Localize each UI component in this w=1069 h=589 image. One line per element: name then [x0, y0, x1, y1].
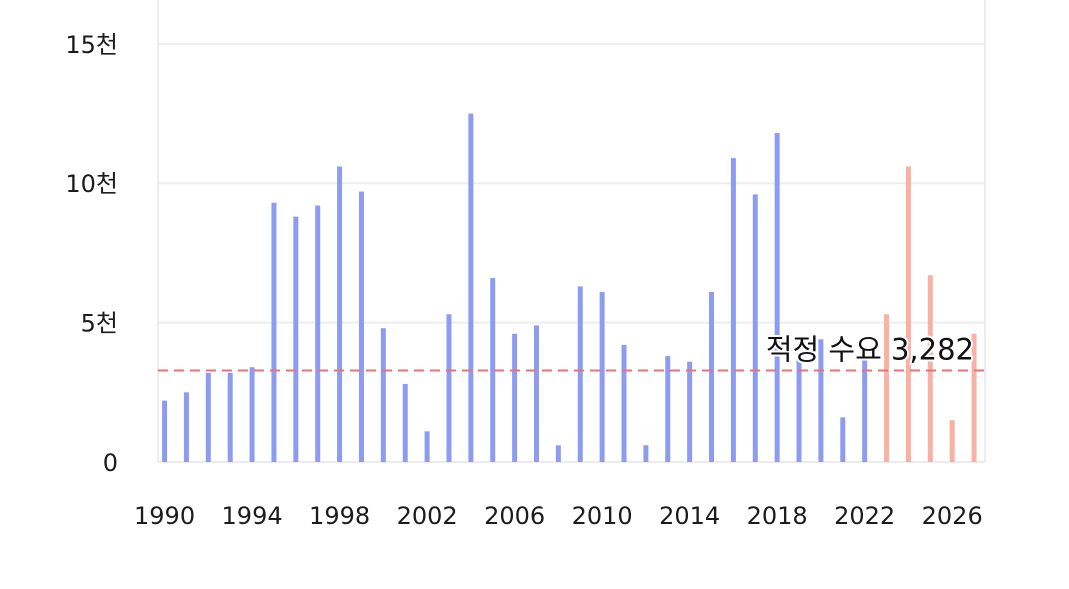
bar-1990 [162, 400, 168, 462]
bar-2020 [818, 339, 824, 462]
reference-line-group: 적정 수요 3,282 [158, 331, 985, 372]
bar-2022 [862, 356, 868, 462]
bar-2017 [752, 194, 758, 463]
x-axis-ticks: 1990 1994 1998 2002 2006 2010 2014 2018 2022 2026 [134, 502, 983, 530]
bar-2014 [687, 361, 693, 462]
bar-1996 [293, 216, 299, 462]
gridlines [158, 42, 985, 324]
y-tick-label: 15천 [65, 31, 118, 59]
bar-2005 [490, 278, 496, 462]
bar-2021 [840, 417, 846, 462]
bar-1998 [337, 166, 343, 463]
x-tick-label: 1994 [222, 502, 283, 530]
bar-2015 [709, 291, 715, 462]
bar-2019 [796, 358, 802, 462]
bar-2011 [621, 344, 627, 462]
bar-1992 [205, 372, 211, 462]
bar-2012 [643, 445, 649, 462]
bar-2023 [884, 314, 890, 462]
bar-2002 [424, 431, 430, 462]
bar-2016 [730, 158, 736, 462]
bar-1997 [315, 205, 321, 462]
x-tick-label: 2014 [659, 502, 720, 530]
bar-2027 [971, 333, 977, 462]
bar-1993 [227, 372, 233, 462]
bar-2001 [402, 383, 408, 462]
bar-2008 [555, 445, 561, 462]
y-tick-label: 0 [103, 449, 118, 477]
y-axis-ticks: 0 5천 10천 15천 [65, 31, 118, 477]
bars [162, 113, 977, 463]
bar-2009 [577, 286, 583, 462]
bar-2024 [905, 166, 911, 463]
bar-2003 [446, 314, 452, 462]
plot-frame [157, 0, 986, 463]
bar-1991 [183, 392, 189, 462]
x-tick-label: 2026 [922, 502, 983, 530]
x-tick-label: 2010 [572, 502, 633, 530]
bar-1999 [358, 191, 364, 462]
x-tick-label: 2006 [484, 502, 545, 530]
x-tick-label: 2022 [834, 502, 895, 530]
x-tick-label: 2018 [747, 502, 808, 530]
bar-2007 [533, 325, 539, 462]
bar-2000 [380, 328, 386, 462]
x-tick-label: 2002 [397, 502, 458, 530]
bar-2010 [599, 291, 605, 462]
bar-2025 [927, 275, 933, 462]
x-tick-label: 1990 [134, 502, 195, 530]
x-tick-label: 1998 [309, 502, 370, 530]
reference-line-label: 적정 수요 3,282 [766, 333, 974, 367]
bar-1995 [271, 202, 277, 463]
bar-2004 [468, 113, 474, 463]
bar-2006 [512, 333, 518, 462]
bar-2026 [949, 420, 955, 462]
y-tick-label: 10천 [65, 170, 118, 198]
y-tick-label: 5천 [81, 310, 118, 338]
bar-2013 [665, 356, 671, 462]
bar-1994 [249, 367, 255, 462]
bar-2018 [774, 133, 780, 462]
